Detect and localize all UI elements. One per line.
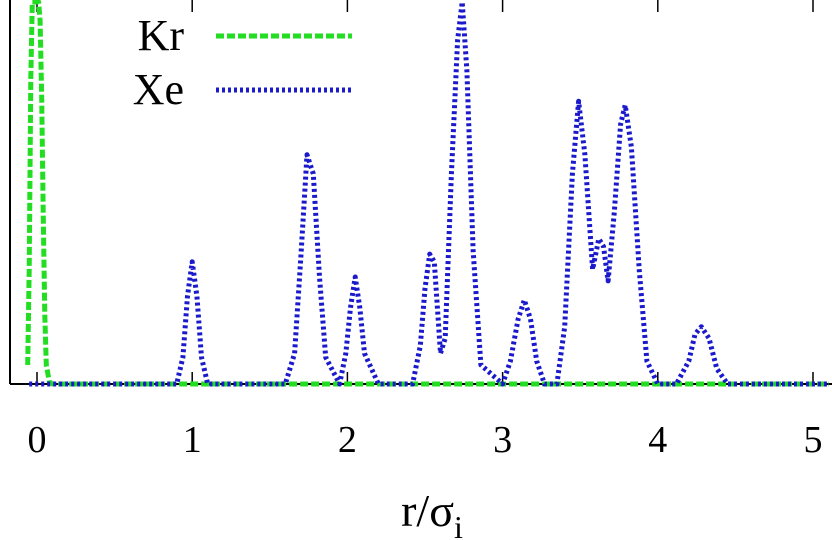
x-tick-label: 5	[804, 419, 823, 461]
series-line-kr	[25, 0, 829, 387]
x-tick-label: 3	[493, 419, 512, 461]
x-tick-label: 4	[648, 419, 667, 461]
legend-label-xe: Xe	[133, 65, 184, 114]
series-layer	[25, 0, 829, 387]
x-tick-label: 2	[338, 419, 357, 461]
x-axis-label: r/σi	[401, 485, 463, 540]
series-line-xe	[29, 0, 829, 387]
x-ticks: 0 1 2 3 4 5	[28, 0, 823, 461]
x-tick-label: 0	[28, 419, 47, 461]
legend: Kr Xe	[133, 11, 352, 114]
x-axis-label-subscript: i	[454, 509, 463, 540]
x-tick-label: 1	[183, 419, 202, 461]
legend-label-kr: Kr	[138, 11, 185, 60]
x-axis-label-main: r/σ	[401, 485, 454, 536]
